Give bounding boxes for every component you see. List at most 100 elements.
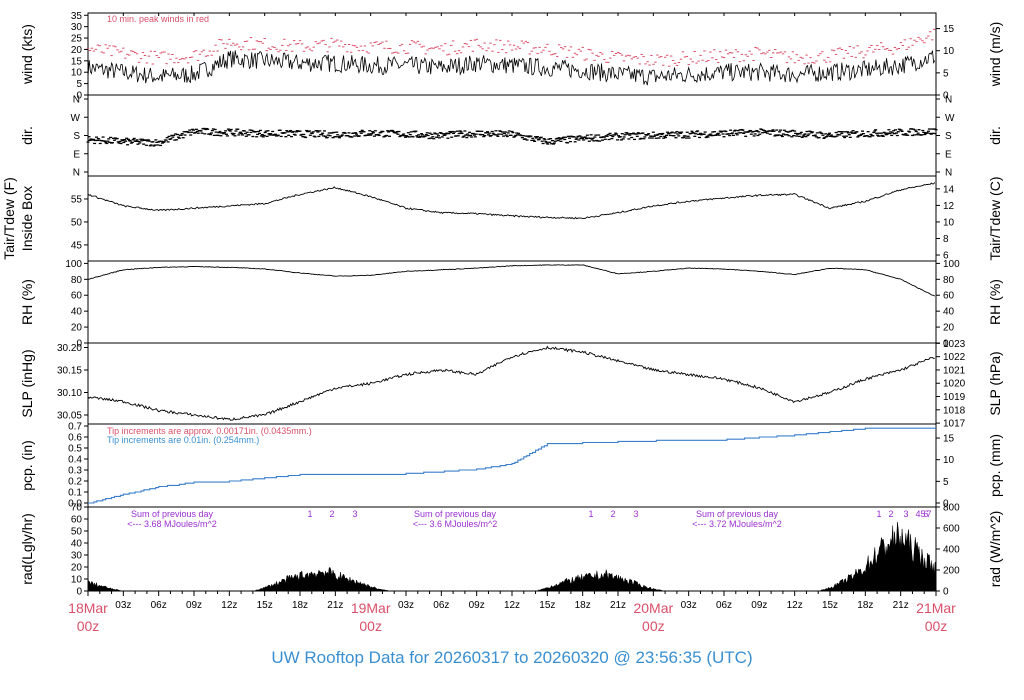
hour-tick-label-3: 12z [221,600,237,611]
hour-tick-label-1: 06z [151,600,167,611]
temp-right-label: Tair/Tdew (C) [987,176,1003,260]
hour-tick-label-2: 09z [186,600,202,611]
wind-left-ticklabel-2: 10 [71,68,83,79]
wind-right-ticklabel-2: 10 [943,46,955,57]
temp-right-ticklabel-0: 6 [943,251,949,262]
temp-right-ticklabel-4: 14 [943,184,955,195]
wind-right-ticklabel-1: 5 [943,68,949,79]
hour-tick-label-4: 15z [257,600,273,611]
rad-marker-number-1: 2 [329,509,334,519]
hour-tick-label-19: 18z [857,600,873,611]
hour-tick-label-13: 21z [610,600,626,611]
dir-right-ticklabel-4: N [945,168,952,179]
rad-note-2-line1: Sum of previous day [696,509,779,519]
rh-line [88,264,936,297]
hour-tick-label-5: 18z [292,600,308,611]
temp-left-ticklabel-0: 45 [71,240,83,251]
rad-marker-number-4: 2 [610,509,615,519]
rad-note-1-line1: Sum of previous day [414,509,497,519]
rad-marker-number-11: 6 [923,509,928,519]
dir-left-ticklabel-4: N [73,168,80,179]
wind-left-ticklabel-0: 0 [76,91,82,102]
wind-left-ticklabel-7: 35 [71,11,83,22]
rad-marker-number-6: 1 [876,509,881,519]
rh-right-ticklabel-5: 100 [943,259,960,270]
rh-left-ticklabel-1: 20 [71,323,83,334]
slp-left-label: SLP (inHg) [19,349,35,417]
rad-right-ticklabel-2: 400 [943,545,960,556]
day-label-0-date: 18Mar [68,600,108,616]
rh-right-ticklabel-3: 60 [943,291,955,302]
rad-marker-number-2: 3 [352,509,357,519]
wind-left-ticklabel-4: 20 [71,45,83,56]
rad-right-ticklabel-1: 200 [943,566,960,577]
rad-marker-number-7: 2 [888,509,893,519]
pcp-left-ticklabel-4: 0.4 [68,455,82,466]
rad-marker-number-10: 5 [920,509,925,519]
slp-left-ticklabel-1: 30.10 [57,388,82,399]
hour-tick-label-12: 18z [575,600,591,611]
rad-left-ticklabel-5: 50 [71,527,83,538]
rad-marker-number-3: 1 [588,509,593,519]
hour-tick-label-17: 12z [787,600,803,611]
wind-left-label: wind (kts) [19,24,35,85]
wind-left-ticklabel-1: 5 [76,79,82,90]
dir-left-ticklabel-2: S [73,131,80,142]
precip-line [88,427,936,504]
temp-left-label-2: Inside Box [19,186,35,251]
dir-left-ticklabel-0: N [73,95,80,106]
dir-right-ticklabel-1: W [945,113,955,124]
hour-tick-label-6: 21z [327,600,343,611]
pcp-left-ticklabel-3: 0.3 [68,466,82,477]
rad-note-0-line2: <--- 3.68 MJoules/m^2 [127,519,217,529]
slp-right-ticklabel-5: 1022 [943,352,966,363]
day-label-3-date: 21Mar [916,600,956,616]
wind-annotation: 10 min. peak winds in red [107,14,209,24]
wind-speed-line [87,50,936,86]
wind-left-ticklabel-5: 25 [71,34,83,45]
day-label-0-hour: 00z [77,618,100,634]
pcp-left-ticklabel-7: 0.7 [68,422,82,433]
temp-right-ticklabel-2: 10 [943,217,955,228]
rad-left-ticklabel-2: 20 [71,563,83,574]
rh-right-label: RH (%) [987,279,1003,325]
hour-tick-label-8: 06z [433,600,449,611]
pcp-right-ticklabel-1: 5 [943,477,949,488]
rh-left-ticklabel-2: 40 [71,307,83,318]
slp-left-ticklabel-3: 30.20 [57,343,82,354]
rad-left-ticklabel-1: 10 [71,575,83,586]
panel-frame-0 [87,12,937,96]
wind-left-ticklabel-3: 15 [71,56,83,67]
slp-right-label: SLP (hPa) [987,351,1003,415]
day-label-1-hour: 00z [359,618,382,634]
wind-right-ticklabel-0: 0 [943,91,949,102]
pcp-right-label: pcp. (mm) [987,434,1003,497]
slp-right-ticklabel-3: 1020 [943,379,966,390]
rh-left-ticklabel-0: 0 [76,339,82,350]
dir-right-label: dir. [987,126,1003,145]
radiation-area [87,522,937,592]
hour-tick-label-0: 03z [115,600,131,611]
hour-tick-label-11: 15z [539,600,555,611]
day-label-2-hour: 00z [642,618,665,634]
pcp-left-ticklabel-0: 0.0 [68,499,82,510]
dir-right-ticklabel-0: N [945,95,952,106]
rh-left-ticklabel-4: 80 [71,275,83,286]
pcp-left-ticklabel-2: 0.2 [68,477,82,488]
dir-left-label: dir. [19,126,35,145]
rh-right-ticklabel-1: 20 [943,323,955,334]
rad-left-ticklabel-6: 60 [71,515,83,526]
rh-left-ticklabel-5: 100 [65,259,82,270]
pcp-left-label: pcp. (in) [19,440,35,491]
hour-tick-label-14: 03z [681,600,697,611]
slp-right-ticklabel-6: 1023 [943,339,966,350]
slp-right-ticklabel-2: 1019 [943,392,966,403]
pcp-left-ticklabel-5: 0.5 [68,444,82,455]
slp-right-ticklabel-4: 1021 [943,365,966,376]
temperature-line [87,182,936,220]
rad-marker-number-0: 1 [307,509,312,519]
hour-tick-label-20: 21z [893,600,909,611]
rh-left-ticklabel-3: 60 [71,291,83,302]
rad-left-ticklabel-4: 40 [71,539,83,550]
